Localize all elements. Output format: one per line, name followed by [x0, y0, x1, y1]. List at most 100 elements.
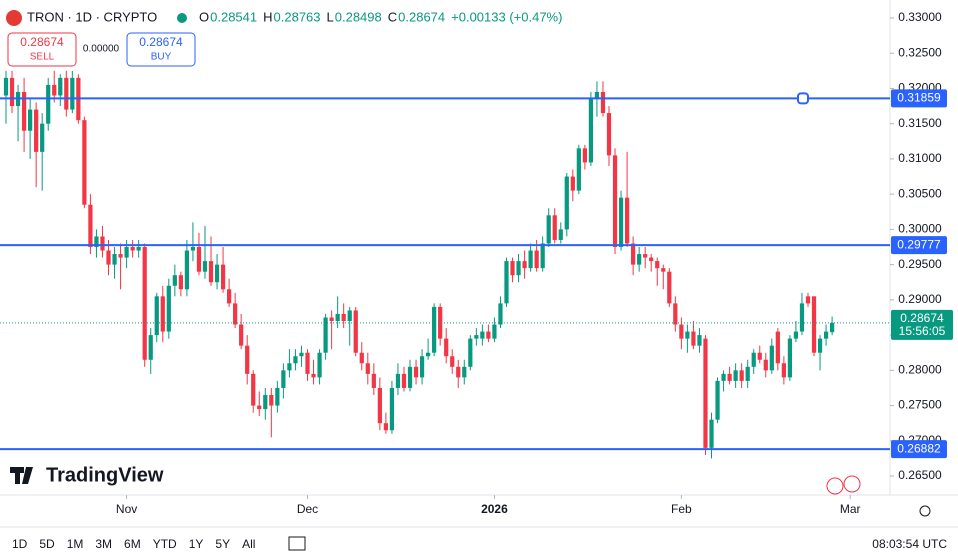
candle-body	[34, 109, 39, 152]
candle-body	[401, 373, 407, 388]
candle-body	[793, 331, 799, 339]
candle-body	[365, 363, 370, 374]
candle-body	[805, 296, 811, 304]
candle-body	[106, 250, 111, 265]
candle-body	[88, 204, 93, 248]
date-range-icon[interactable]	[288, 536, 306, 551]
event-flag[interactable]	[826, 477, 844, 495]
candle-body	[208, 261, 214, 283]
candle-body	[811, 296, 817, 353]
range-button[interactable]: 3M	[95, 537, 112, 551]
candle-body	[142, 247, 147, 360]
range-button[interactable]: 5D	[39, 537, 55, 551]
candle-body	[124, 247, 129, 258]
candle-body	[751, 352, 756, 367]
current-price-tag	[891, 309, 953, 340]
candle-body	[498, 303, 503, 325]
line-handle[interactable]	[797, 92, 809, 105]
level-label: 0.26882	[897, 441, 941, 455]
candle-body	[679, 324, 684, 339]
range-button[interactable]: 1Y	[189, 537, 204, 551]
candle-body	[456, 366, 461, 378]
candle-body	[504, 261, 509, 304]
candle-body	[395, 373, 401, 388]
sell-label: SELL	[30, 52, 55, 63]
candle-body	[685, 331, 690, 339]
candle-body	[570, 176, 575, 191]
candle-body	[112, 254, 117, 265]
candle-body	[154, 296, 159, 336]
candle-body	[46, 84, 51, 124]
ohlc-value: 0.28674	[398, 9, 445, 24]
candle-body	[492, 324, 497, 339]
candle-body	[299, 352, 304, 357]
candle-body	[214, 264, 220, 283]
ohlc-value: 0.28541	[210, 9, 257, 24]
candle-body	[721, 373, 726, 381]
sell-button[interactable]	[7, 32, 77, 67]
candle-body	[196, 247, 202, 272]
brand-name[interactable]: TradingView	[46, 464, 164, 486]
symbol-logo	[6, 10, 22, 26]
candle-body	[480, 331, 485, 339]
candle-body	[649, 257, 654, 262]
x-tick-label: Nov	[116, 502, 137, 516]
candle-body	[727, 373, 732, 381]
symbol-title[interactable]: TRON · 1D · CRYPTO	[27, 9, 157, 24]
candle-body	[281, 370, 286, 388]
candle-body	[166, 285, 171, 332]
candle-body	[462, 366, 467, 378]
candle-body	[287, 363, 292, 371]
ohlc-key: H	[263, 9, 272, 24]
candle-body	[3, 77, 9, 96]
buy-button[interactable]	[126, 32, 196, 67]
candle-body	[576, 148, 581, 191]
range-button[interactable]: YTD	[153, 537, 177, 551]
candle-body	[588, 99, 594, 163]
y-tick-label: 0.33000	[898, 10, 942, 24]
candle-body	[775, 331, 780, 364]
candle-body	[94, 236, 99, 248]
candle-body	[323, 317, 328, 353]
candle-body	[739, 370, 744, 381]
candle-body	[552, 215, 557, 240]
candle-body	[763, 359, 768, 371]
candle-body	[486, 331, 491, 339]
candle-body	[341, 313, 346, 322]
candle-body	[468, 338, 473, 367]
candle-body	[618, 197, 624, 248]
range-button[interactable]: 1M	[67, 537, 84, 551]
candle-body	[233, 303, 238, 325]
candle-body	[202, 261, 208, 272]
ohlc-value: 0.28763	[274, 9, 321, 24]
candle-body	[438, 306, 443, 339]
buy-price: 0.28674	[139, 35, 183, 49]
range-button[interactable]: 1D	[12, 537, 28, 551]
candle-body	[667, 271, 672, 304]
candle-body	[522, 261, 527, 269]
candle-body	[703, 338, 708, 448]
candle-body	[432, 306, 437, 353]
candle-body	[697, 335, 702, 346]
range-button[interactable]: 6M	[124, 537, 141, 551]
candle-body	[631, 243, 636, 265]
level-tag	[891, 89, 947, 108]
candle-body	[359, 352, 364, 364]
range-button[interactable]: 5Y	[215, 537, 230, 551]
status-dot	[177, 13, 187, 23]
x-tick-label: Mar	[840, 502, 861, 516]
candle-body	[655, 261, 660, 269]
candle-body	[9, 77, 15, 107]
range-button[interactable]: All	[242, 537, 255, 551]
event-flag[interactable]	[843, 475, 861, 493]
candle-body	[335, 313, 340, 322]
buy-label: BUY	[151, 52, 172, 63]
candle-body	[444, 338, 449, 357]
candle-body	[293, 356, 298, 364]
candle-body	[130, 247, 135, 251]
candle-body	[757, 352, 762, 360]
settings-icon[interactable]	[919, 505, 931, 517]
candle-body	[787, 338, 793, 378]
